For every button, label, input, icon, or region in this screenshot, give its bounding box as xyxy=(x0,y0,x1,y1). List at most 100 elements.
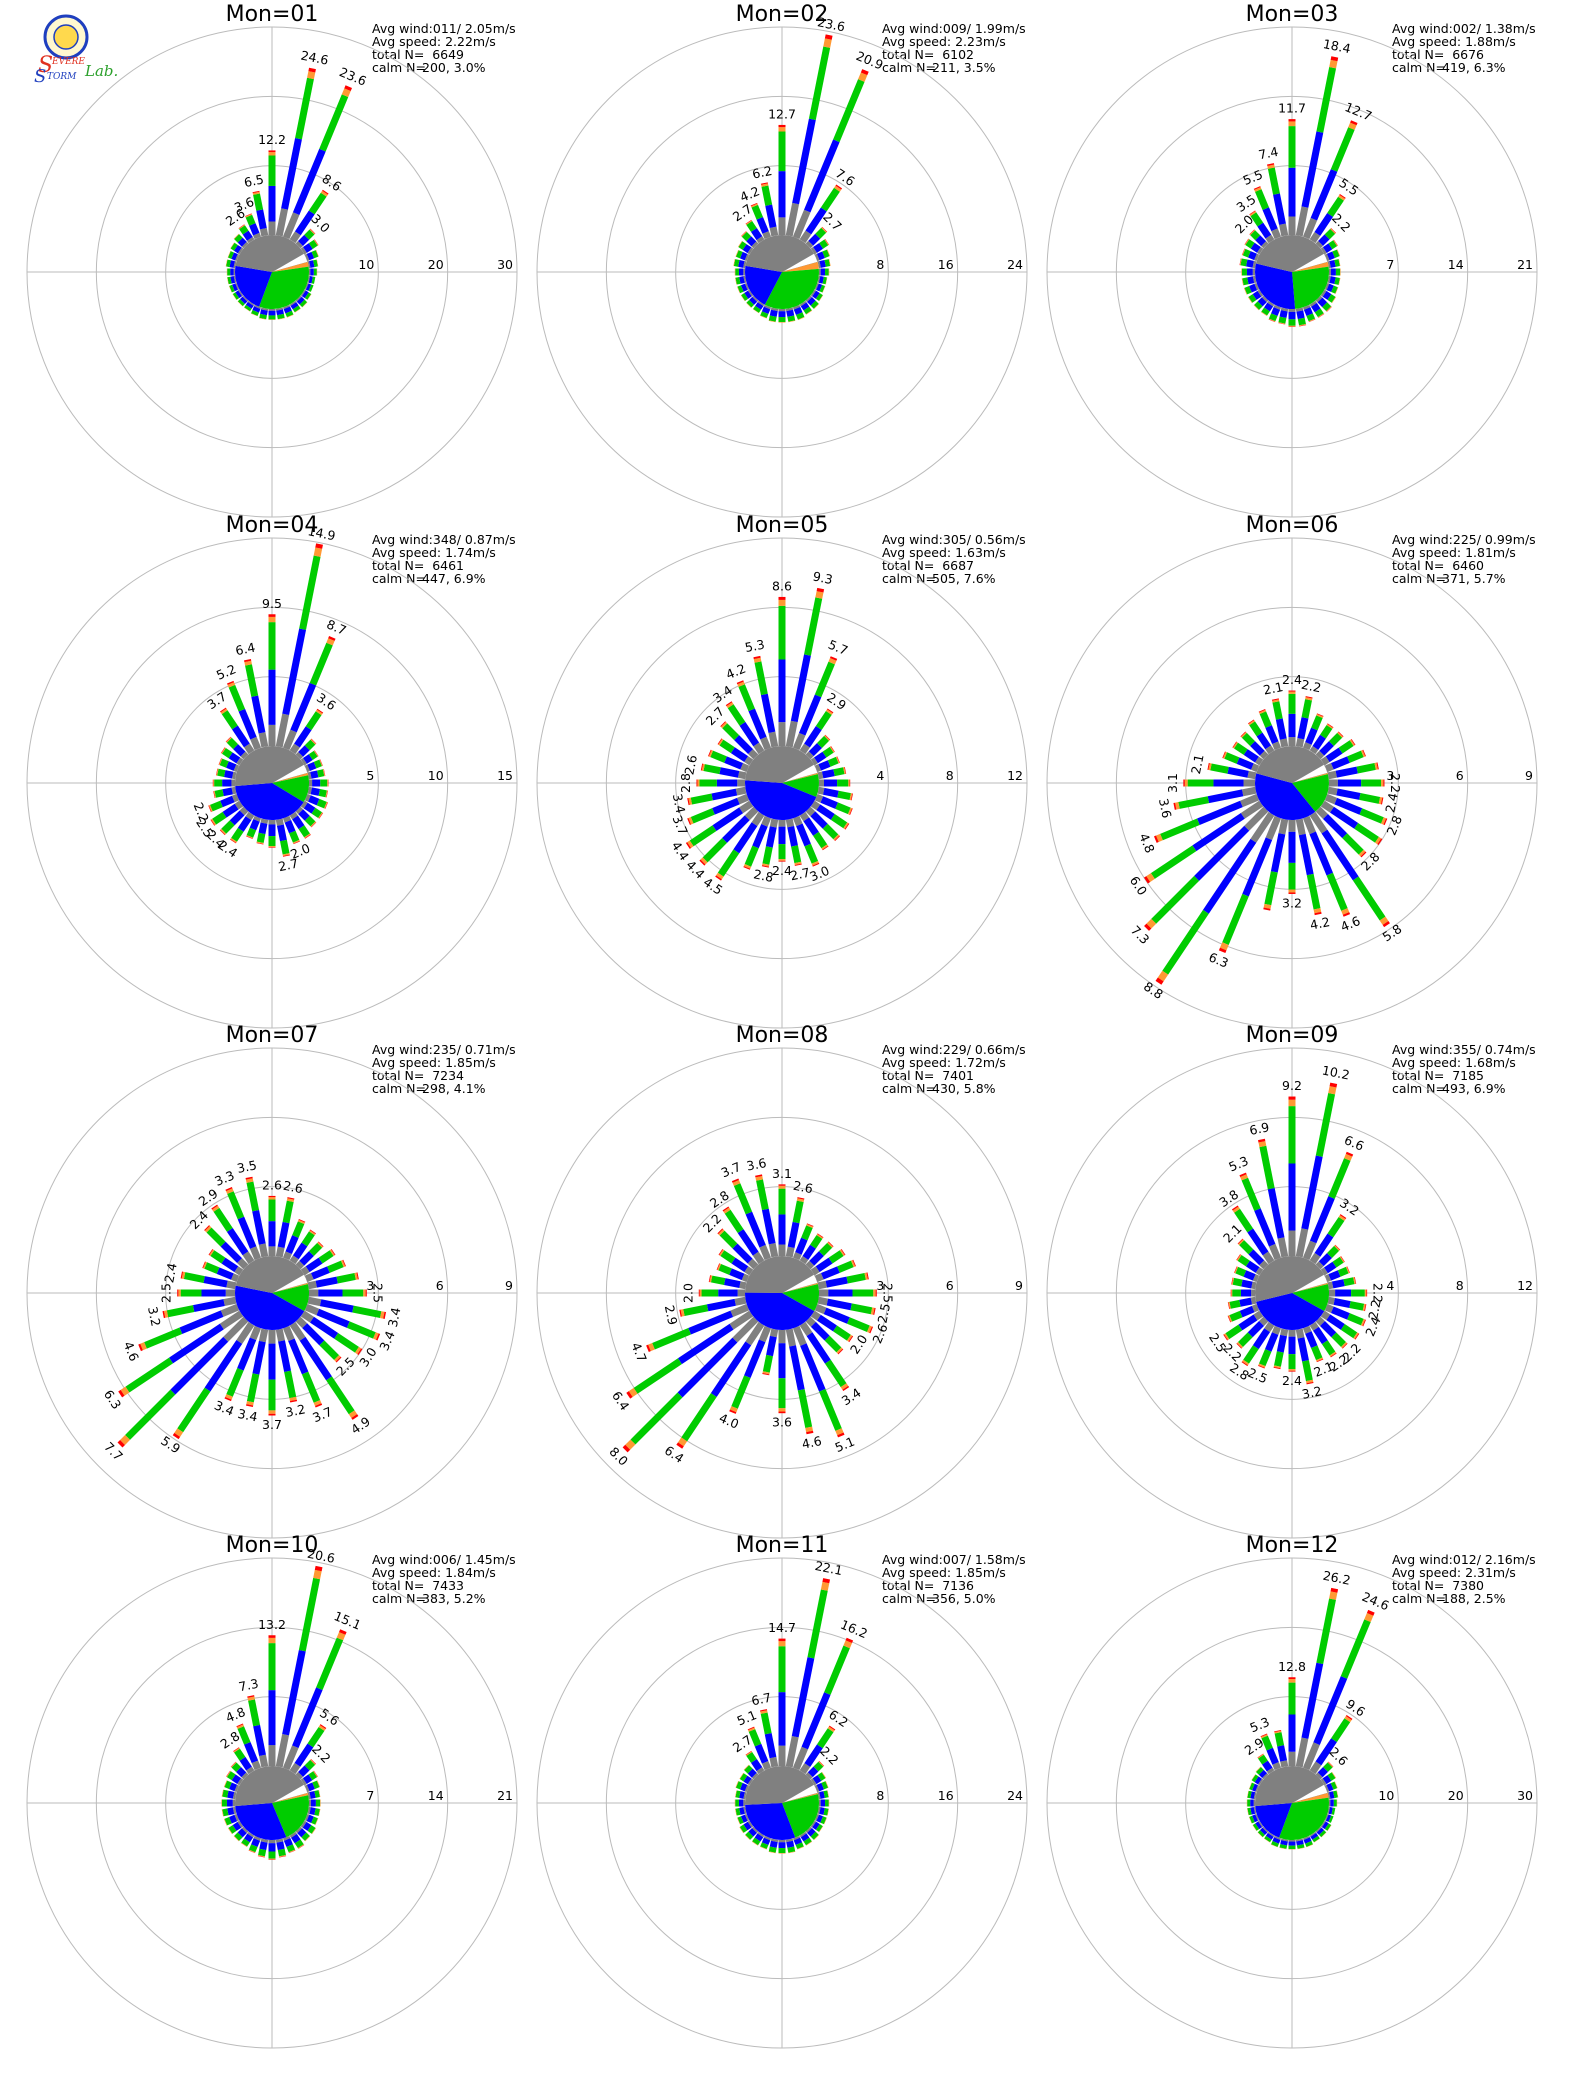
windrose-bar-segment xyxy=(295,77,314,140)
windrose-bar-segment xyxy=(1302,1360,1313,1382)
speed-pie-wedge xyxy=(782,262,819,272)
windrose-bar-segment xyxy=(1317,1766,1329,1778)
bar-value-label: 2.4 xyxy=(161,1262,180,1284)
calm-n-value: 419, 6.3% xyxy=(1442,60,1506,75)
windrose-bar-segment xyxy=(1356,763,1376,774)
windrose-bar-segment xyxy=(1194,825,1250,881)
windrose-bar-segment xyxy=(860,69,869,76)
windrose-bar-segment xyxy=(1232,1277,1243,1287)
windrose-bar-segment xyxy=(785,818,795,828)
windrose-bar-segment xyxy=(752,1837,761,1846)
windrose-bar-segment xyxy=(761,815,772,827)
windrose-bar-segment xyxy=(792,815,803,827)
windrose-bar-segment xyxy=(232,725,250,748)
windrose-bar-segment xyxy=(848,1335,854,1343)
windrose-bar-segment xyxy=(1257,1778,1264,1786)
windrose-bar-segment xyxy=(299,555,321,630)
speed-pie-wedge xyxy=(745,1292,815,1331)
windrose-bar-segment xyxy=(744,756,754,766)
windrose-bar-segment xyxy=(712,807,744,832)
windrose-bar-segment xyxy=(1255,1821,1263,1830)
windrose-bar-segment xyxy=(1306,873,1321,910)
windrose-bar-segment xyxy=(725,701,733,707)
windrose-bar-segment xyxy=(739,1824,748,1833)
windrose-bar-segment xyxy=(248,1844,258,1853)
avg-wind-text: Avg wind:012/ 2.16m/s xyxy=(1392,1552,1536,1567)
windrose-bar-segment xyxy=(1267,164,1275,169)
windrose-bar-segment xyxy=(237,1258,249,1270)
windrose-bar-segment xyxy=(867,1325,872,1333)
windrose-bar-segment xyxy=(754,1833,764,1842)
panel-title: Mon=10 xyxy=(226,1533,319,1558)
windrose-bar-segment xyxy=(1258,1769,1268,1779)
windrose-bar-segment xyxy=(824,1335,842,1353)
windrose-bar-segment xyxy=(258,1328,269,1343)
windrose-bar-segment xyxy=(292,1687,323,1749)
windrose-bar-segment xyxy=(1271,228,1282,240)
frequency-ring xyxy=(26,1047,518,1539)
total-n-value: 7433 xyxy=(432,1578,464,1593)
windrose-bar-segment xyxy=(309,1791,316,1799)
windrose-bar-segment xyxy=(850,1260,856,1268)
windrose-bar-segment xyxy=(822,823,839,840)
windrose-bar-segment xyxy=(1280,1328,1289,1337)
bar-value-label: 3.4 xyxy=(385,1306,404,1328)
windrose-bar-segment xyxy=(239,806,249,816)
windrose-bar-segment xyxy=(1327,1281,1334,1290)
windrose-bar-segment xyxy=(1255,235,1267,247)
windrose-bar-segment xyxy=(1241,732,1256,747)
windrose-bar-segment xyxy=(744,1765,753,1774)
windrose-bar-segment xyxy=(1359,808,1384,824)
frequency-ring xyxy=(95,606,449,960)
windrose-bar-segment xyxy=(827,1241,834,1248)
windrose-bar-segment xyxy=(307,1825,316,1834)
windrose-bar-segment xyxy=(821,769,835,779)
windrose-bar-segment xyxy=(305,283,312,291)
windrose-bar-segment xyxy=(719,739,735,754)
windrose-bar-segment xyxy=(303,754,313,764)
windrose-bar-segment xyxy=(118,1389,125,1398)
bar-value-label: 2.5 xyxy=(874,1302,893,1324)
calm-n-value: 298, 4.1% xyxy=(422,1081,486,1096)
total-n-value: 7185 xyxy=(1452,1068,1484,1083)
windrose-bar-segment xyxy=(313,259,318,268)
speed-pie-wedge xyxy=(1254,1255,1325,1302)
speed-pie-wedge xyxy=(782,1284,819,1312)
windrose-bar-segment xyxy=(801,1225,813,1241)
windrose-bar-segment xyxy=(799,743,810,755)
windrose-bar-segment xyxy=(227,1790,235,1799)
windrose-bar-segment xyxy=(730,1303,750,1318)
total-n-label: total N= xyxy=(882,1068,934,1083)
windrose-bar-segment xyxy=(1238,1314,1258,1331)
windrose-bar-segment xyxy=(1320,1321,1337,1338)
bar-value-label: 9.3 xyxy=(812,569,834,588)
bar-value-label: 6.3 xyxy=(1207,949,1231,970)
windrose-bar-segment xyxy=(355,1346,362,1355)
windrose-bar-segment xyxy=(1262,207,1278,232)
ring-label: 8 xyxy=(946,768,954,783)
windrose-bar-segment xyxy=(1247,276,1255,285)
windrose-bar-segment xyxy=(252,306,261,313)
avg-speed-text: Avg speed: 1.81m/s xyxy=(1392,545,1516,560)
bar-value-label: 2.5 xyxy=(1246,1365,1270,1386)
bar-value-label: 4.2 xyxy=(1309,914,1331,933)
windrose-bar-segment xyxy=(282,729,297,751)
speed-pie-wedge xyxy=(1256,1293,1325,1330)
windrose-bar-segment xyxy=(827,756,839,767)
total-n-value: 7136 xyxy=(942,1578,974,1593)
windrose-bar-segment xyxy=(373,1332,379,1340)
windrose-bar-segment xyxy=(743,1775,752,1785)
windrose-bar-segment xyxy=(313,759,322,769)
windrose-bar-segment xyxy=(1267,1187,1285,1239)
windrose-bar-segment xyxy=(804,139,840,213)
windrose-bar-segment xyxy=(814,282,819,290)
windrose-bar-segment xyxy=(1295,1737,1309,1768)
windrose-bar-segment xyxy=(304,1303,320,1316)
windrose-bar-segment xyxy=(1238,1332,1253,1347)
windrose-bar-segment xyxy=(816,1314,837,1332)
windrose-bar-segment xyxy=(1220,942,1229,951)
windrose-bar-segment xyxy=(1311,1345,1323,1361)
